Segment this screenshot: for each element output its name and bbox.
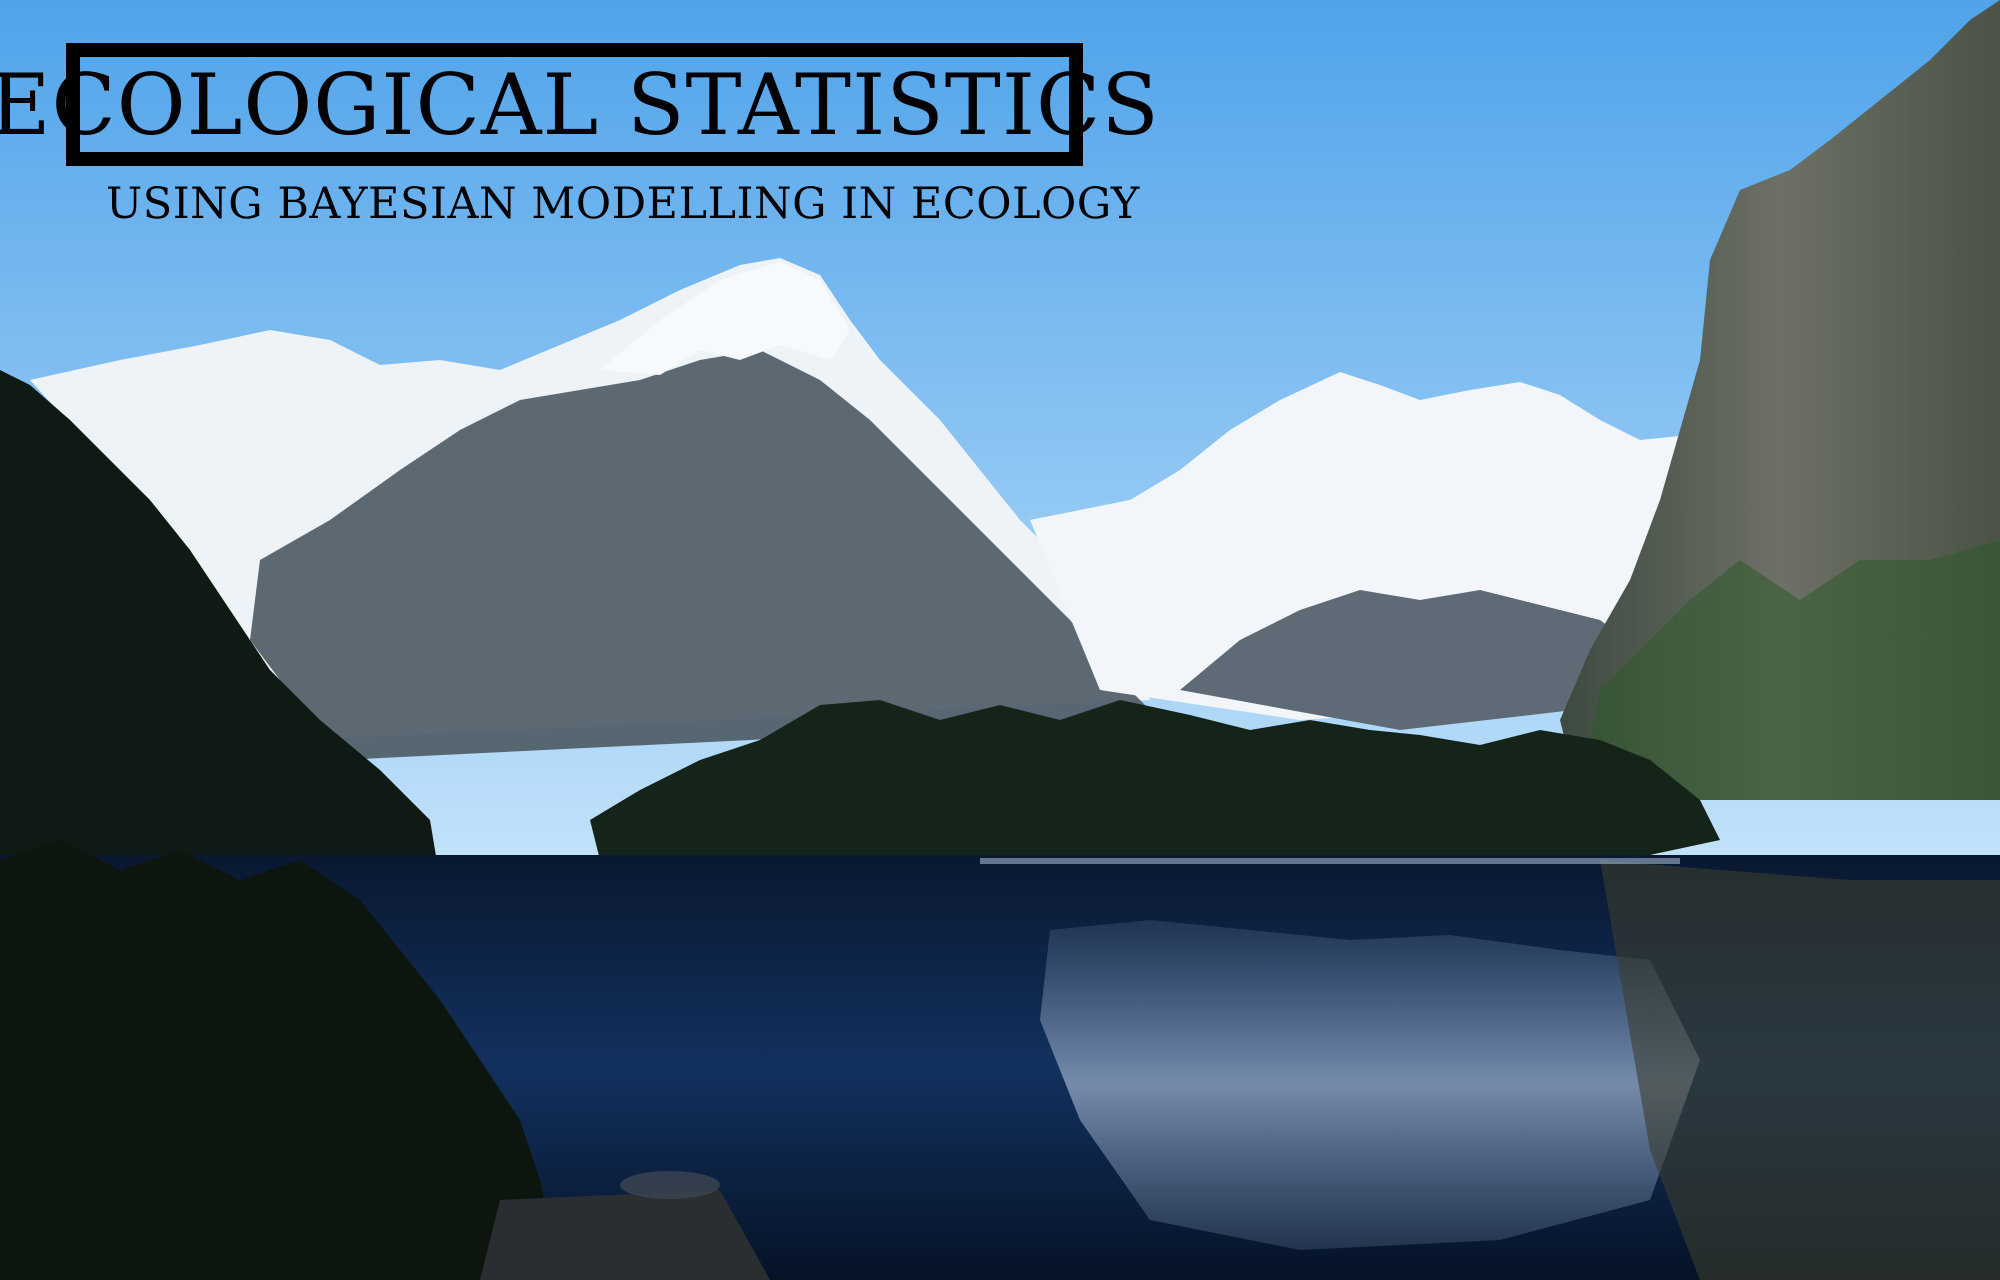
lake-reflection <box>1040 920 1700 1250</box>
foreground-foliage <box>0 840 560 1280</box>
cover-subtitle: USING BAYESIAN MODELLING IN ECOLOGY <box>106 179 1140 229</box>
left-mountain-rock <box>250 350 1160 760</box>
dock <box>480 1190 770 1280</box>
left-forest-slope <box>0 370 440 880</box>
title-frame: ECOLOGICAL STATISTICS <box>0 43 1159 166</box>
cover-title: ECOLOGICAL STATISTICS <box>0 55 1160 154</box>
forest-island <box>590 700 1720 860</box>
